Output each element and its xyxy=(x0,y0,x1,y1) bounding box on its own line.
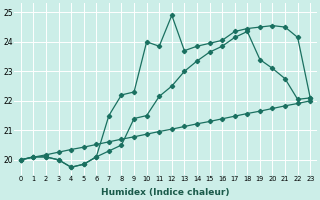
X-axis label: Humidex (Indice chaleur): Humidex (Indice chaleur) xyxy=(101,188,230,197)
